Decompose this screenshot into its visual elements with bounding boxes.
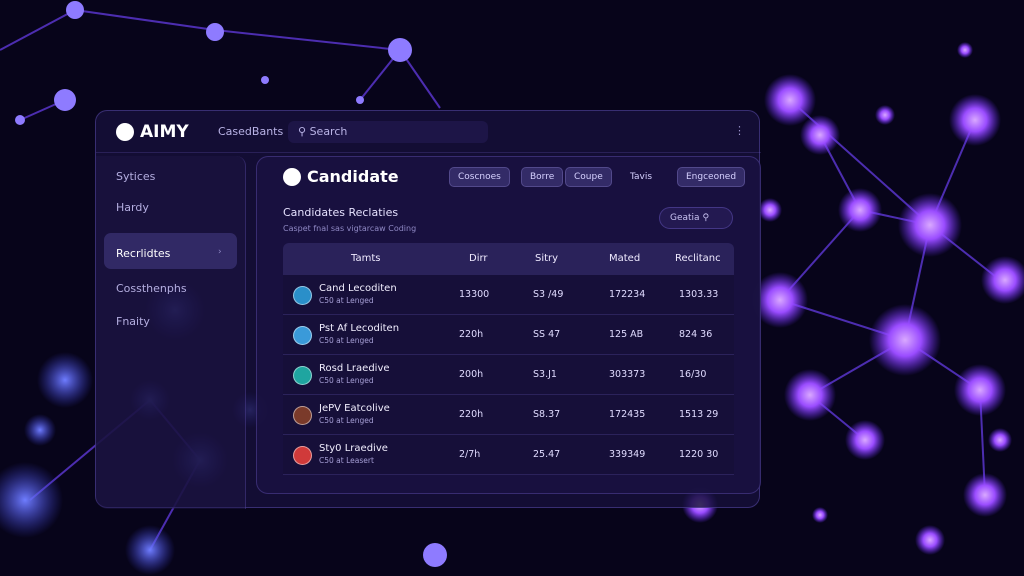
avatar: [293, 406, 312, 425]
app-window: AIMY CasedBants ⚲ Search ⋮ Sytices Hardy R…: [95, 110, 761, 509]
avatar: [293, 286, 312, 305]
section-note: Caspet fnal sas vigtarcaw Coding: [283, 224, 417, 233]
table-row[interactable]: Rosd Lraedive C50 at Lenged 200h S3.J1 30337…: [283, 355, 734, 395]
avatar: [293, 366, 312, 385]
table-cell: 1220 30: [679, 449, 719, 460]
column-header[interactable]: Reclitanc: [675, 253, 721, 264]
search-box[interactable]: ⚲ Search: [288, 121, 488, 143]
table-cell: SS 47: [533, 329, 561, 340]
column-header[interactable]: Mated: [609, 253, 641, 264]
table-cell: 220h: [459, 329, 484, 340]
candidate-subtitle: C50 at Lenged: [319, 336, 374, 345]
top-bar: AIMY CasedBants ⚲ Search ⋮: [96, 111, 761, 153]
toolbar-button[interactable]: Tavis: [630, 172, 653, 182]
candidate-subtitle: C50 at Leasert: [319, 456, 374, 465]
chevron: ›: [218, 247, 222, 257]
nav-tab[interactable]: CasedBants: [218, 125, 284, 138]
table-cell: 303373: [609, 369, 646, 380]
search-placeholder: Search: [309, 125, 348, 138]
candidate-table: Tamts Dirr Sitry Mated Reclitanc Cand Lecodi…: [283, 243, 734, 475]
toolbar-button[interactable]: Coscnoes: [449, 167, 510, 187]
candidate-subtitle: C50 at Lenged: [319, 416, 374, 425]
panel-title: Candidate: [283, 167, 399, 186]
table-cell: 2/7h: [459, 449, 481, 460]
table-row[interactable]: JePV Eatcolive C50 at Lenged 220h S8.37 1724…: [283, 395, 734, 435]
table-cell: S3.J1: [533, 369, 557, 380]
candidate-name: Rosd Lraedive: [319, 363, 390, 374]
table-cell: S8.37: [533, 409, 561, 420]
avatar: [293, 446, 312, 465]
table-cell: 339349: [609, 449, 646, 460]
sidebar-item[interactable]: Recrlidtes: [116, 247, 171, 260]
sidebar: Sytices Hardy Recrlidtes Cossthenphs Fnaity ›: [96, 156, 246, 509]
table-cell: 172234: [609, 289, 646, 300]
candidate-name: Cand Lecoditen: [319, 283, 397, 294]
column-header[interactable]: Dirr: [469, 253, 488, 264]
table-cell: 13300: [459, 289, 490, 300]
section-title: Candidates Reclaties: [283, 206, 399, 219]
table-cell: 25.47: [533, 449, 561, 460]
column-header[interactable]: Tamts: [351, 253, 381, 264]
toolbar-button[interactable]: Borre: [521, 167, 564, 187]
table-cell: S3 /49: [533, 289, 564, 300]
panel-title-text: Candidate: [307, 167, 399, 186]
table-cell: 125 AB: [609, 329, 644, 340]
table-header: Tamts Dirr Sitry Mated Reclitanc: [283, 243, 734, 275]
table-cell: 1513 29: [679, 409, 719, 420]
sidebar-item[interactable]: Hardy: [116, 201, 149, 214]
column-header[interactable]: Sitry: [535, 253, 559, 264]
avatar: [293, 326, 312, 345]
toolbar-button[interactable]: Engceoned: [677, 167, 746, 187]
candidate-name: Pst Af Lecoditen: [319, 323, 400, 334]
toolbar-button[interactable]: Coupe: [565, 167, 612, 187]
brand[interactable]: AIMY: [116, 122, 189, 142]
filter-button[interactable]: Geatia ⚲: [659, 207, 733, 229]
table-cell: 1303.33: [679, 289, 719, 300]
table-row[interactable]: Pst Af Lecoditen C50 at Lenged 220h SS 47 12…: [283, 315, 734, 355]
candidate-name: JePV Eatcolive: [319, 403, 390, 414]
sidebar-item[interactable]: Cossthenphs: [116, 282, 187, 295]
brand-name: AIMY: [140, 122, 189, 142]
filter-label: Geatia: [670, 213, 700, 223]
candidate-subtitle: C50 at Lenged: [319, 296, 374, 305]
sidebar-item[interactable]: Fnaity: [116, 315, 150, 328]
candidate-panel: Candidate Candidates Reclaties Caspet fn…: [256, 156, 761, 494]
table-cell: 200h: [459, 369, 484, 380]
candidate-subtitle: C50 at Lenged: [319, 376, 374, 385]
table-cell: 172435: [609, 409, 646, 420]
menu-button[interactable]: ⋮: [734, 124, 745, 137]
table-cell: 824 36: [679, 329, 713, 340]
active-highlight: [104, 233, 237, 269]
table-row[interactable]: Sty0 Lraedive C50 at Leasert 2/7h 25.47 3393…: [283, 435, 734, 475]
sidebar-item[interactable]: Sytices: [116, 170, 156, 183]
table-cell: 16/30: [679, 369, 707, 380]
table-cell: 220h: [459, 409, 484, 420]
table-row[interactable]: Cand Lecoditen C50 at Lenged 13300 S3 /49 17…: [283, 275, 734, 315]
candidate-name: Sty0 Lraedive: [319, 443, 388, 454]
